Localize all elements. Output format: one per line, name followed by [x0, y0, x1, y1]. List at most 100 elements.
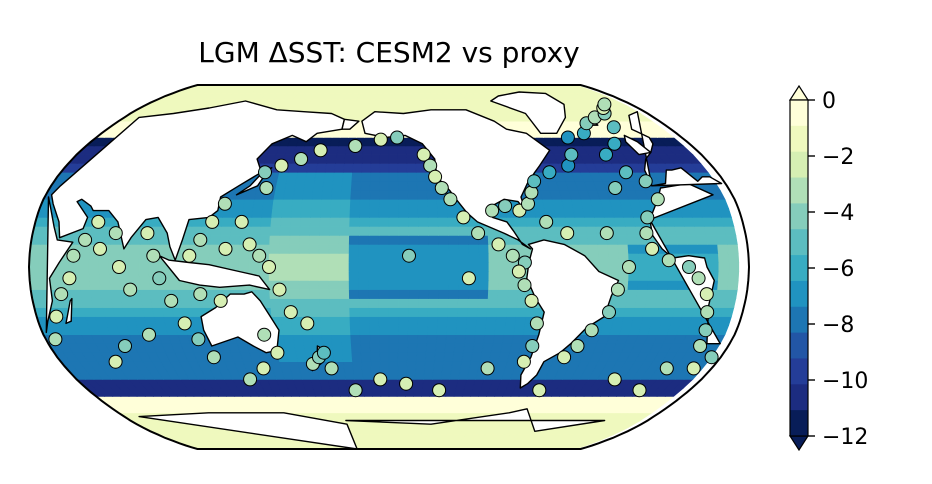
sst-cell: [715, 289, 728, 299]
proxy-point: [602, 305, 616, 320]
sst-cell: [368, 298, 380, 308]
sst-cell: [368, 217, 380, 227]
sst-cell: [425, 343, 437, 354]
sst-cell: [447, 307, 459, 317]
sst-cell: [369, 208, 380, 218]
sst-cell: [728, 262, 740, 272]
sst-cell: [309, 289, 320, 299]
sst-cell: [309, 298, 321, 308]
proxy-point: [691, 271, 706, 286]
proxy-point: [142, 327, 156, 342]
proxy-point: [108, 226, 123, 241]
sst-cell: [278, 253, 290, 263]
sst-cell: [378, 280, 390, 290]
sst-cell: [362, 379, 373, 389]
sst-cell: [370, 352, 381, 363]
sst-cell: [349, 325, 361, 336]
sst-cell: [454, 334, 467, 345]
sst-cell: [398, 316, 409, 327]
sst-cell: [467, 289, 479, 299]
sst-cell: [320, 325, 332, 336]
sst-cell: [457, 298, 469, 308]
sst-cell: [435, 334, 447, 345]
sst-cell: [328, 262, 340, 272]
sst-cell: [78, 271, 90, 281]
sst-cell: [388, 440, 396, 446]
sst-cell: [321, 190, 333, 200]
sst-cell: [379, 181, 390, 191]
sst-cell: [638, 262, 650, 272]
sst-cell: [438, 289, 450, 299]
sst-cell: [159, 244, 171, 254]
sst-cell: [452, 352, 464, 363]
sst-cell: [598, 253, 610, 263]
sst-cell: [379, 190, 390, 200]
sst-cell: [646, 289, 659, 299]
sst-cell: [318, 280, 330, 290]
sst-cell: [368, 253, 380, 263]
sst-cell: [676, 289, 688, 299]
proxy-point: [373, 132, 388, 147]
sst-cell: [717, 280, 729, 290]
sst-cell: [488, 253, 500, 263]
sst-cell: [407, 199, 419, 209]
sst-cell: [394, 88, 402, 94]
sst-cell: [98, 271, 110, 281]
sst-cell: [721, 217, 735, 227]
sst-cell: [371, 387, 382, 397]
sst-cell: [455, 325, 467, 336]
sst-cell: [408, 316, 419, 327]
proxy-point: [213, 293, 228, 308]
sst-cell: [368, 99, 377, 107]
sst-cell: [513, 325, 526, 336]
sst-cell: [667, 280, 679, 290]
sst-cell: [608, 253, 620, 263]
proxy-point: [258, 165, 272, 180]
sst-cell: [497, 289, 509, 299]
sst-cell: [368, 271, 380, 281]
sst-cell: [243, 199, 255, 209]
proxy-point: [532, 383, 547, 398]
sst-cell: [407, 190, 419, 200]
sst-cell: [148, 262, 160, 272]
sst-cell: [336, 145, 348, 155]
sst-cell: [281, 199, 294, 209]
proxy-point: [272, 282, 287, 297]
sst-cell: [300, 208, 312, 218]
sst-cell: [90, 289, 102, 299]
sst-cell: [398, 307, 410, 317]
sst-cell: [381, 412, 390, 421]
proxy-point: [262, 260, 276, 274]
proxy-point: [443, 192, 458, 207]
sst-cell: [432, 370, 443, 380]
sst-cell: [68, 262, 80, 272]
sst-cell: [382, 93, 390, 100]
sst-cell: [388, 379, 399, 389]
sst-cell: [388, 235, 400, 245]
sst-cell: [369, 325, 380, 336]
sst-cell: [447, 217, 459, 227]
sst-cell: [128, 253, 140, 263]
proxy-point: [461, 271, 476, 286]
sst-cell: [348, 280, 360, 290]
sst-cell: [29, 262, 40, 272]
sst-cell: [376, 440, 384, 446]
sst-cell: [394, 434, 403, 441]
sst-cell: [428, 271, 440, 281]
sst-cell: [347, 396, 359, 406]
sst-cell: [288, 280, 300, 290]
colorbar: 0 −2 −4 −6 −8 −10 −12: [788, 84, 868, 452]
sst-cell: [220, 226, 232, 236]
sst-cell: [88, 262, 100, 272]
sst-cell: [370, 88, 379, 94]
sst-cell: [179, 289, 192, 299]
sst-cell: [397, 154, 408, 164]
sst-cell: [372, 404, 382, 414]
sst-cell: [398, 235, 410, 245]
sst-cell: [378, 289, 390, 299]
sst-cell: [417, 208, 429, 218]
sst-cell: [379, 145, 390, 155]
sst-cell: [111, 298, 124, 308]
sst-cell: [615, 226, 628, 236]
sst-cell: [644, 298, 657, 308]
